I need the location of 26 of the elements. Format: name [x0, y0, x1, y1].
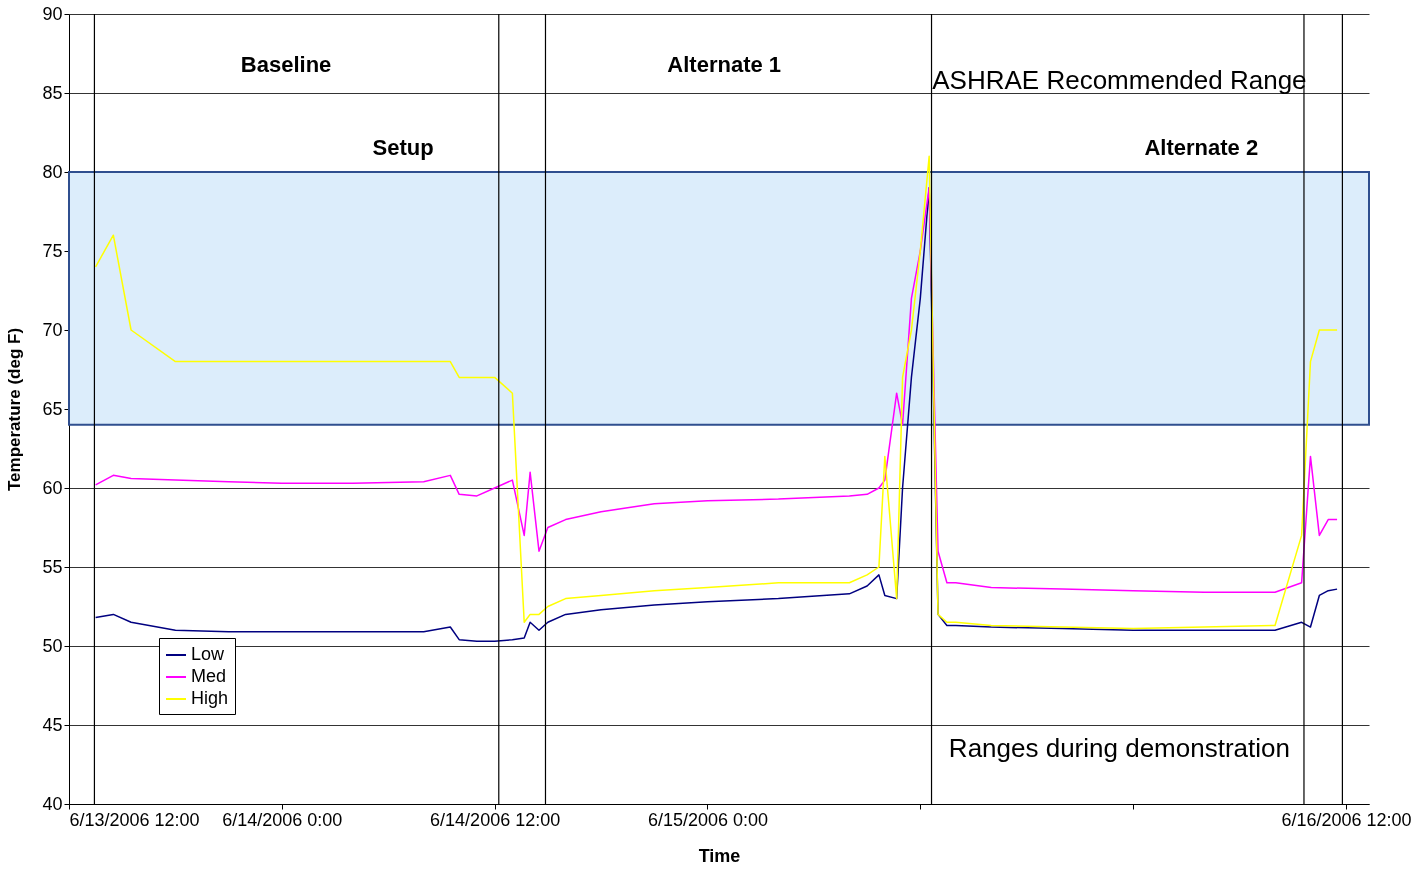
annotation: Alternate 1	[667, 51, 782, 77]
x-tick-label: 6/16/2006 12:00	[1281, 809, 1412, 830]
annotation: Alternate 2	[1144, 135, 1259, 161]
y-tick-label: 45	[42, 714, 63, 735]
y-tick-label: 75	[42, 240, 63, 261]
annotation: Setup	[372, 135, 434, 161]
annotation: Ranges during demonstration	[948, 732, 1290, 763]
annotation: Baseline	[240, 51, 332, 77]
y-tick-label: 65	[42, 398, 63, 419]
x-tick-label: 6/15/2006 0:00	[647, 809, 769, 830]
y-tick-label: 50	[42, 635, 63, 656]
y-tick-label: 70	[42, 319, 63, 340]
y-tick-label: 55	[42, 556, 63, 577]
x-axis-title: Time	[698, 845, 741, 866]
legend-label: High	[191, 688, 229, 708]
x-tick-label: 6/14/2006 0:00	[222, 809, 343, 830]
y-tick-label: 85	[42, 82, 63, 103]
y-tick-label: 60	[42, 477, 63, 498]
x-tick-label: 6/13/2006 12:00	[69, 809, 200, 830]
y-tick-label: 80	[42, 161, 63, 182]
x-tick-label: 6/14/2006 12:00	[430, 809, 561, 830]
y-tick-label: 90	[42, 3, 63, 24]
legend-label: Low	[191, 644, 226, 664]
legend-label: Med	[191, 666, 227, 686]
y-tick-label: 40	[42, 793, 63, 814]
y-axis-title: Temperature (deg F)	[5, 327, 25, 492]
